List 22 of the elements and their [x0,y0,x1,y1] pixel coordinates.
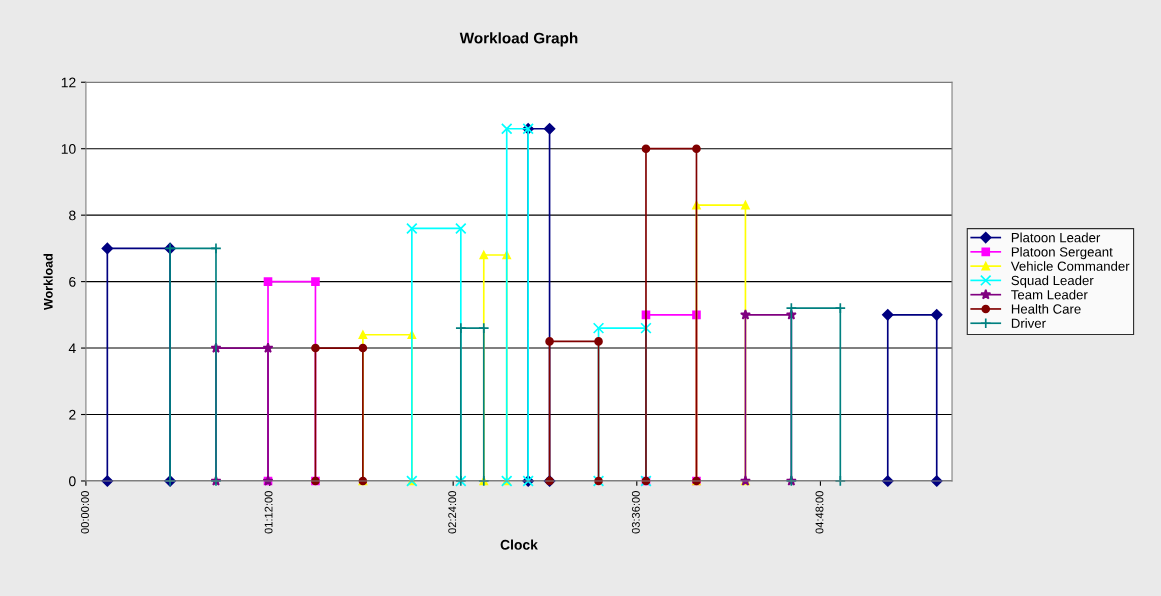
y-tick-label: 2 [69,409,76,420]
x-tick-label: 04:48:00 [815,491,824,534]
legend-label: Platoon Leader [1011,232,1101,243]
legend-label: Team Leader [1011,289,1088,300]
y-tick-label: 6 [69,276,76,287]
x-tick-label: 02:24:00 [448,491,457,534]
legend-label: Squad Leader [1011,275,1094,288]
legend-label: Vehicle Commander [1010,261,1130,271]
legend-label: Health Care [1011,304,1081,314]
x-tick-label: 03:36:00 [631,491,640,534]
legend-label: Platoon Sergeant [1011,246,1113,260]
x-axis-title: Clock [500,539,538,550]
y-tick-label: 10 [61,144,76,154]
chart-title: Workload Graph [459,32,578,47]
legend-label: Driver [1011,318,1046,328]
x-tick-label: 01:12:00 [264,491,273,534]
y-tick-label: 8 [69,210,76,221]
y-tick-label: 0 [69,476,76,487]
y-tick-label: 12 [61,77,76,88]
y-axis-title: Workload [43,254,53,310]
x-tick-label: 00:00:00 [81,491,89,534]
y-tick-label: 4 [68,343,76,354]
